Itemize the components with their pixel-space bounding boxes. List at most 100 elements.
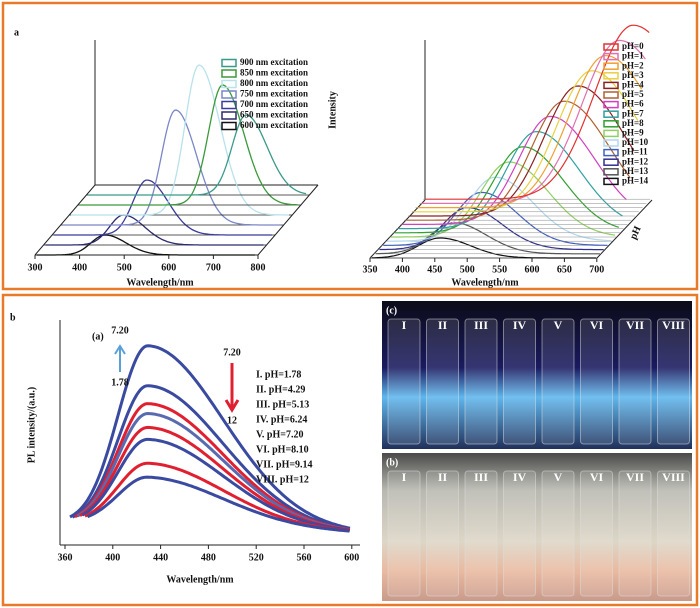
vial bbox=[580, 470, 613, 597]
arrow-up bbox=[114, 344, 126, 372]
legend-label: III. pH=5.13 bbox=[256, 399, 309, 410]
photo bbox=[382, 301, 692, 449]
legend-label: V. pH=7.20 bbox=[256, 429, 303, 440]
legend-label: pH=5 bbox=[622, 89, 644, 99]
x-tick-label: 500 bbox=[117, 262, 132, 273]
legend-swatch bbox=[603, 139, 619, 147]
curve bbox=[406, 100, 631, 221]
curve bbox=[421, 39, 646, 204]
panel-b-frame bbox=[1, 293, 699, 607]
vial-label: VI bbox=[590, 318, 604, 332]
legend-swatch bbox=[603, 62, 619, 70]
x-tick-label: 800 bbox=[251, 262, 266, 273]
axis-line bbox=[34, 184, 96, 256]
legend-label: pH=11 bbox=[622, 147, 648, 157]
legend-label: II. pH=4.29 bbox=[256, 384, 305, 395]
y-axis-label: PL intensity/(a.u.) bbox=[26, 387, 37, 463]
vial-label: II bbox=[438, 470, 448, 484]
photo bbox=[382, 453, 692, 601]
x-tick-label: 400 bbox=[72, 262, 87, 273]
legend-label: 900 nm excitation bbox=[240, 57, 308, 67]
x-tick-label: 700 bbox=[589, 264, 604, 275]
curve bbox=[45, 214, 264, 246]
vial-label: I bbox=[402, 470, 407, 484]
vial bbox=[657, 470, 690, 597]
annotation: 1.78 bbox=[111, 377, 129, 388]
arrow-down bbox=[224, 363, 240, 413]
vial bbox=[618, 470, 652, 597]
annotation: 7.20 bbox=[223, 347, 241, 358]
vial-label: I bbox=[402, 318, 407, 332]
axis-line bbox=[369, 199, 426, 259]
curve bbox=[79, 84, 298, 206]
legend-label: pH=14 bbox=[622, 175, 649, 185]
legend-label: pH=13 bbox=[622, 166, 649, 176]
vial bbox=[464, 318, 498, 445]
vial-label: V bbox=[554, 470, 563, 484]
chart-tag: (a) bbox=[92, 331, 104, 342]
vial-label: VII bbox=[626, 318, 644, 332]
vial-label: IV bbox=[513, 318, 527, 332]
curve bbox=[37, 234, 255, 256]
curve bbox=[402, 115, 627, 225]
legend-label: pH=1 bbox=[622, 51, 644, 61]
x-tick-label: 300 bbox=[28, 262, 43, 273]
vial bbox=[503, 470, 536, 597]
curve bbox=[88, 114, 307, 196]
legend-label: pH=6 bbox=[622, 99, 644, 109]
vial-label: IV bbox=[513, 470, 527, 484]
panel-a-frame bbox=[1, 1, 699, 291]
vial-label: VIII bbox=[662, 470, 685, 484]
curve bbox=[387, 176, 612, 242]
legend-swatch bbox=[221, 111, 237, 120]
vial-label: VIII bbox=[662, 318, 685, 332]
axis-line bbox=[596, 199, 653, 259]
vial bbox=[618, 318, 652, 445]
y-axis-label: Intensity bbox=[327, 91, 338, 129]
x-tick-label: 520 bbox=[249, 552, 264, 563]
legend-swatch bbox=[221, 121, 237, 131]
vial bbox=[541, 470, 575, 597]
legend-swatch bbox=[603, 110, 619, 118]
vial bbox=[541, 318, 575, 445]
curve bbox=[54, 179, 272, 236]
vial bbox=[464, 470, 498, 597]
axis-line bbox=[257, 184, 319, 256]
legend-label: 650 nm excitation bbox=[240, 110, 308, 120]
legend-swatch bbox=[221, 100, 237, 110]
pl-curve bbox=[86, 475, 350, 533]
x-tick-label: 700 bbox=[206, 262, 221, 273]
legend-swatch bbox=[603, 100, 619, 109]
legend-label: 850 nm excitation bbox=[240, 68, 308, 78]
legend-label: VII. pH=9.14 bbox=[256, 459, 313, 470]
curve bbox=[379, 206, 604, 251]
x-tick-label: 440 bbox=[153, 552, 168, 563]
vial bbox=[503, 318, 536, 445]
legend-label: 600 nm excitation bbox=[240, 120, 308, 130]
legend-label: pH=3 bbox=[622, 70, 644, 80]
vial bbox=[426, 318, 459, 445]
legend-label: pH=8 bbox=[622, 118, 644, 128]
vial bbox=[387, 318, 421, 445]
pl-curve bbox=[81, 437, 349, 532]
photo-tag: (c) bbox=[386, 305, 397, 316]
vial-label: V bbox=[554, 318, 563, 332]
legend-label: IV. pH=6.24 bbox=[256, 414, 307, 425]
legend-label: pH=4 bbox=[622, 79, 644, 89]
legend-swatch bbox=[603, 158, 619, 166]
vial bbox=[657, 318, 690, 445]
curve bbox=[62, 109, 281, 226]
x-axis-label: Wavelength/nm bbox=[451, 277, 519, 288]
annotation: 12 bbox=[227, 415, 237, 426]
curve bbox=[394, 146, 619, 234]
x-tick-label: 360 bbox=[58, 552, 73, 563]
x-tick-label: 650 bbox=[557, 264, 572, 275]
x-tick-label: 550 bbox=[492, 264, 507, 275]
curve bbox=[425, 24, 650, 200]
vial-label: III bbox=[474, 470, 488, 484]
legend-label: pH=12 bbox=[622, 156, 649, 166]
legend-label: pH=10 bbox=[622, 137, 649, 147]
legend-swatch bbox=[221, 79, 237, 89]
legend-label: VI. pH=8.10 bbox=[256, 444, 309, 455]
